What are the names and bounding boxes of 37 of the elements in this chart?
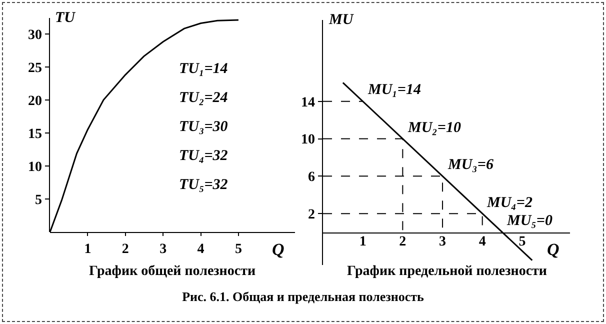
annotation: MU₄=2 <box>486 195 533 211</box>
y-tick-label: 14 <box>301 95 315 110</box>
x-tick-label: 4 <box>197 242 204 257</box>
y-tick-label: 10 <box>301 132 315 148</box>
y-tick-label: 20 <box>28 94 42 109</box>
annotation: TU₅=32 <box>179 177 228 193</box>
x-tick-label: 5 <box>234 242 242 257</box>
annotation: MU₅=0 <box>506 213 553 229</box>
y-axis-title: TU <box>55 10 76 26</box>
x-tick-label: 1 <box>359 234 366 250</box>
y-tick-label: 15 <box>28 126 42 142</box>
y-tick-label: 25 <box>28 60 42 76</box>
x-tick-label: 1 <box>84 242 92 257</box>
x-tick-label: 5 <box>518 234 526 250</box>
y-axis-title: MU <box>328 12 354 28</box>
x-axis-title: Q <box>272 240 284 259</box>
y-tick-label: 10 <box>28 160 42 175</box>
annotation: MU₃=6 <box>447 157 494 173</box>
x-tick-label: 2 <box>399 234 406 250</box>
annotation: TU₂=24 <box>179 90 228 106</box>
y-tick-label: 2 <box>308 207 315 222</box>
x-axis-title: Q <box>547 240 560 259</box>
annotation: TU₁=14 <box>179 61 228 77</box>
text: Рис. 6.1. Общая и предельная полезность <box>181 289 425 305</box>
annotation: TU₃=30 <box>179 119 228 135</box>
y-tick-label: 6 <box>308 170 315 186</box>
annotation: TU₄=32 <box>179 148 228 164</box>
annotation: MU₂=10 <box>407 120 462 136</box>
y-tick-label: 5 <box>35 192 42 208</box>
y-tick-label: 30 <box>28 28 42 43</box>
x-tick-label: 4 <box>478 234 486 250</box>
text: График предельной полезности <box>347 264 547 279</box>
x-tick-label: 2 <box>122 242 129 257</box>
x-tick-label: 3 <box>439 234 446 250</box>
x-tick-label: 3 <box>160 242 167 257</box>
annotation: MU₁=14 <box>367 82 422 98</box>
text: График общей полезности <box>89 264 256 279</box>
